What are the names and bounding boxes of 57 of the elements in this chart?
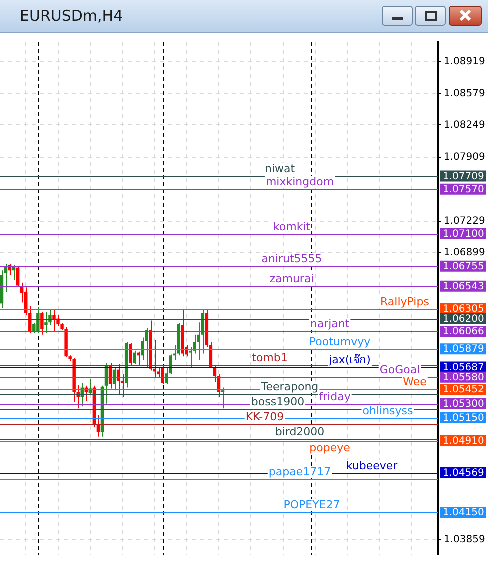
- y-tick-label: 1.06899: [444, 247, 486, 258]
- ref-line-label: komkit: [273, 220, 312, 234]
- text: 1.05452: [443, 384, 484, 396]
- ref-line-label: zamurai: [270, 272, 314, 286]
- candlestick: [44, 312, 48, 334]
- text: 1.07100: [443, 228, 484, 240]
- text: 1.07570: [443, 184, 484, 196]
- ref-line-label: ohlinsyss: [362, 404, 414, 418]
- text: 1.04150: [443, 508, 484, 519]
- y-tick-label: 1.07909: [444, 152, 486, 163]
- ref-line-label: papae1717: [268, 465, 332, 478]
- ref-line-label: jax(เจ๊ก): [328, 353, 371, 366]
- candlestick: [133, 350, 136, 365]
- ref-line-label: niwat: [264, 162, 296, 176]
- text: 1.04910: [443, 436, 484, 447]
- ref-line-label: anirut5555: [262, 252, 322, 266]
- y-tick-label: 1.08249: [444, 120, 486, 131]
- text: 1.05150: [443, 413, 484, 424]
- candlestick: [52, 310, 56, 332]
- chart-title: EURUSDm,H4: [20, 7, 124, 25]
- text: 1.07709: [443, 171, 484, 182]
- ref-line-label: RallyPips: [380, 295, 430, 308]
- text: 1.06305: [443, 304, 484, 315]
- candlestick: [36, 306, 40, 334]
- ref-line-label: friday: [319, 390, 352, 404]
- candlestick: [161, 364, 164, 384]
- ref-line-label: KK-709: [246, 410, 284, 424]
- text: 1.05580: [443, 372, 484, 384]
- ref-line-label: boss1900: [251, 395, 305, 408]
- text: 1.05879: [443, 344, 484, 356]
- text: 1.06066: [443, 326, 484, 338]
- ref-line-label: narjant: [310, 317, 350, 330]
- text: 1.05687: [443, 362, 484, 374]
- ref-line-label: bird2000: [275, 425, 325, 438]
- ref-line-label: POPEYE27: [284, 498, 340, 512]
- ref-line-label: tomb1: [252, 351, 288, 364]
- text: 1.06543: [443, 282, 484, 292]
- y-tick-label: 1.08919: [444, 56, 486, 68]
- candlestick: [40, 312, 44, 336]
- text: 1.06200: [443, 314, 484, 325]
- y-tick-label: 1.03859: [444, 534, 486, 546]
- text: 1.04569: [443, 468, 484, 479]
- y-tick-label: 1.07229: [444, 216, 486, 228]
- ref-line-label: Pootumvyy: [309, 335, 372, 348]
- candlestick: [145, 328, 148, 368]
- ref-line-label: kubeever: [346, 459, 398, 472]
- ref-line-label: mixkingdom: [266, 175, 334, 188]
- ref-line-label: popeye: [310, 441, 351, 454]
- y-tick-label: 1.08579: [444, 88, 486, 100]
- candlestick: [189, 346, 192, 368]
- text: 1.06755: [443, 261, 484, 272]
- text: 1.05300: [443, 398, 484, 410]
- ref-line-label: Teerapong: [260, 380, 319, 394]
- ref-line-label: GoGoal: [380, 363, 420, 376]
- ref-line-label: Wee: [403, 375, 428, 388]
- candlestick: [221, 387, 225, 410]
- candlestick: [16, 266, 20, 288]
